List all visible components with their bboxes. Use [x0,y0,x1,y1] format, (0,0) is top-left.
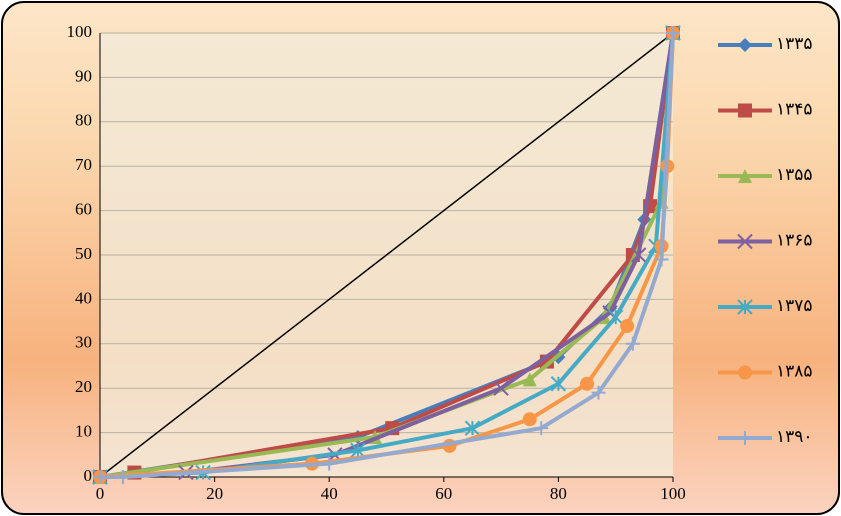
legend-label: ۱۳۸۵ [776,361,813,380]
legend-label: ۱۳۵۵ [776,165,813,184]
legend-marker [738,431,752,445]
data-point [630,247,647,263]
legend-label: ۱۳۶۵ [776,230,813,249]
legend-label: ۱۳۹۰ [776,427,813,446]
x-tick-label: 0 [96,484,105,503]
equality-line [99,32,674,478]
data-point [625,336,640,351]
data-point [607,309,624,325]
data-point [591,385,606,400]
legend-marker [737,233,753,250]
legend-label: ۱۳۳۵ [776,34,813,53]
legend-label: ۱۳۴۵ [776,99,813,118]
legend-marker [738,103,752,118]
data-point [580,376,595,391]
legend-marker [737,299,753,315]
data-point [550,376,567,392]
y-tick-label: 30 [75,333,92,352]
x-tick-label: 40 [321,484,338,503]
x-tick-label: 60 [435,484,452,503]
legend-marker [738,38,752,52]
data-point [350,442,366,459]
x-tick-label: 100 [660,484,686,503]
y-tick-label: 80 [75,111,92,130]
y-tick-label: 70 [75,155,92,174]
series-line [100,32,675,479]
data-point [522,412,537,427]
data-point [654,252,669,267]
data-point [522,372,537,387]
data-point [93,470,107,484]
data-point [666,26,680,40]
data-point [534,421,549,436]
y-tick-label: 40 [75,288,92,307]
y-tick-label: 100 [67,22,93,41]
legend-marker [738,169,752,183]
y-tick-label: 50 [75,244,92,263]
y-tick-label: 0 [84,466,93,485]
data-point [115,470,130,484]
data-point [464,420,481,436]
y-tick-label: 60 [75,200,92,219]
y-tick-label: 20 [75,377,92,396]
x-tick-label: 80 [550,484,567,503]
data-point [493,380,509,396]
x-tick-label: 20 [206,484,223,503]
legend-label: ۱۳۷۵ [776,296,813,315]
y-tick-label: 90 [75,66,92,85]
y-tick-label: 10 [75,422,92,441]
data-point [620,319,635,334]
legend-marker [738,365,752,380]
data-point [322,456,337,471]
